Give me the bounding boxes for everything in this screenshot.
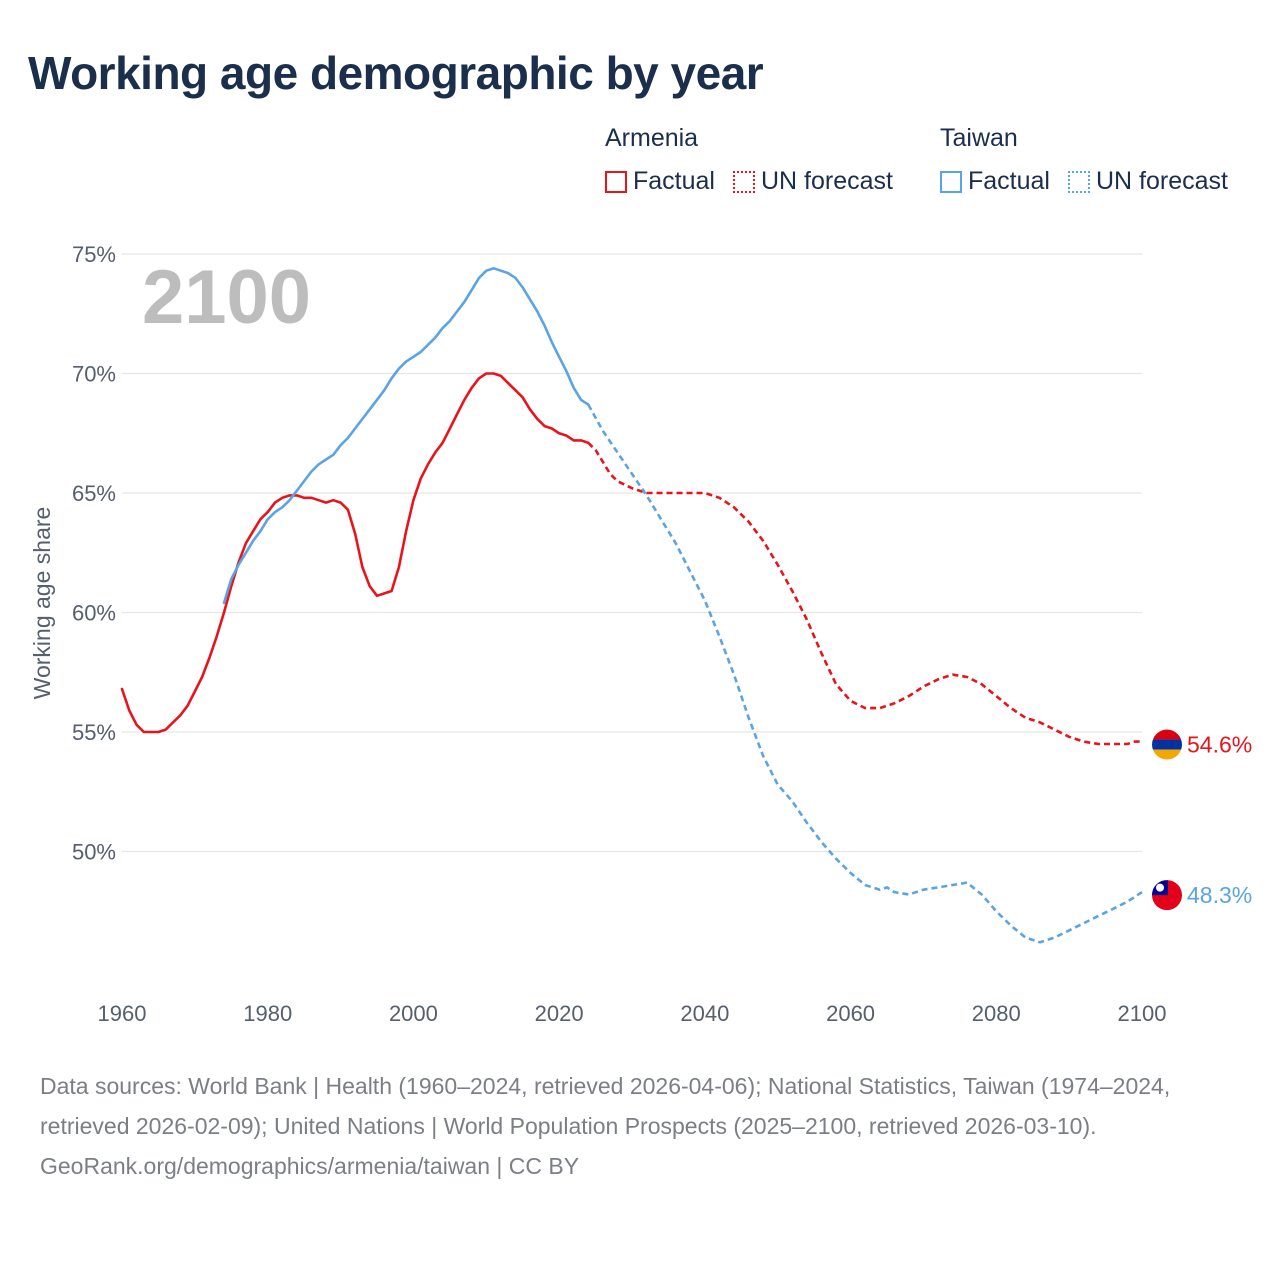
y-tick-label: 65% (72, 481, 116, 506)
x-tick-label: 1960 (98, 1001, 147, 1026)
x-tick-label: 2080 (972, 1001, 1021, 1026)
legend-label: UN forecast (1095, 167, 1228, 195)
legend-item-taiwan-factual[interactable]: Factual (940, 167, 1050, 196)
legend-label: Factual (968, 167, 1050, 195)
legend-swatch-solid (605, 170, 627, 193)
x-tick-label: 1980 (243, 1001, 292, 1026)
legend-item-armenia-factual[interactable]: Factual (605, 167, 715, 196)
chart-title: Working age demographic by year (28, 47, 764, 99)
series-line-taiwan-factual (222, 267, 590, 605)
end-label-taiwan: 48.3% (1187, 882, 1252, 908)
x-axis-ticks: 1960 1980 2000 2020 2040 2060 2080 2100 (98, 1001, 1167, 1026)
end-markers: 54.6% 48.3% (1152, 729, 1252, 911)
legend-item-taiwan-forecast[interactable]: UN forecast (1067, 167, 1228, 196)
flag-armenia-icon (1152, 729, 1182, 760)
x-tick-label: 2100 (1118, 1001, 1167, 1026)
legend-swatch-dotted (732, 170, 755, 193)
y-tick-label: 50% (72, 840, 116, 865)
y-tick-label: 75% (72, 242, 116, 267)
y-axis-title: Working age share (29, 507, 55, 700)
line-chart: 50% 55% 60% 65% 70% 75% 1960 1980 2000 2020 2040 2… (29, 242, 1252, 1026)
y-tick-label: 70% (72, 362, 116, 387)
x-tick-label: 2020 (535, 1001, 584, 1026)
year-label: 2100 (142, 255, 311, 340)
end-label-armenia: 54.6% (1187, 732, 1252, 758)
series-line-armenia-factual (120, 372, 590, 734)
series-lines (120, 267, 1143, 944)
legend-label: Factual (633, 167, 715, 195)
y-tick-label: 55% (72, 720, 116, 745)
y-tick-label: 60% (72, 601, 116, 626)
legend-group-armenia: Armenia Factual UN forecast (605, 124, 893, 196)
series-line-armenia-forecast (587, 441, 1142, 746)
y-axis-ticks: 50% 55% 60% 65% 70% 75% (72, 242, 116, 865)
legend-group-name: Armenia (605, 124, 699, 152)
data-sources: Data sources: World Bank | Health (1960–… (40, 1073, 1171, 1139)
flag-taiwan-icon (1152, 880, 1182, 911)
legend-group-taiwan: Taiwan Factual UN forecast (940, 124, 1228, 196)
legend-label: UN forecast (760, 167, 893, 195)
footer: Data sources: World Bank | Health (1960–… (40, 1066, 1240, 1186)
legend-swatch-solid (940, 170, 962, 193)
x-tick-label: 2040 (680, 1001, 729, 1026)
series-line-taiwan-forecast (587, 403, 1143, 944)
grid-lines (122, 253, 1142, 853)
credit-link[interactable]: GeoRank.org/demographics/armenia/taiwan … (40, 1153, 580, 1179)
x-tick-label: 2000 (389, 1001, 438, 1026)
legend-swatch-dotted (1067, 170, 1090, 193)
legend-item-armenia-forecast[interactable]: UN forecast (732, 167, 893, 196)
legend-group-name: Taiwan (940, 124, 1018, 152)
x-tick-label: 2060 (826, 1001, 875, 1026)
